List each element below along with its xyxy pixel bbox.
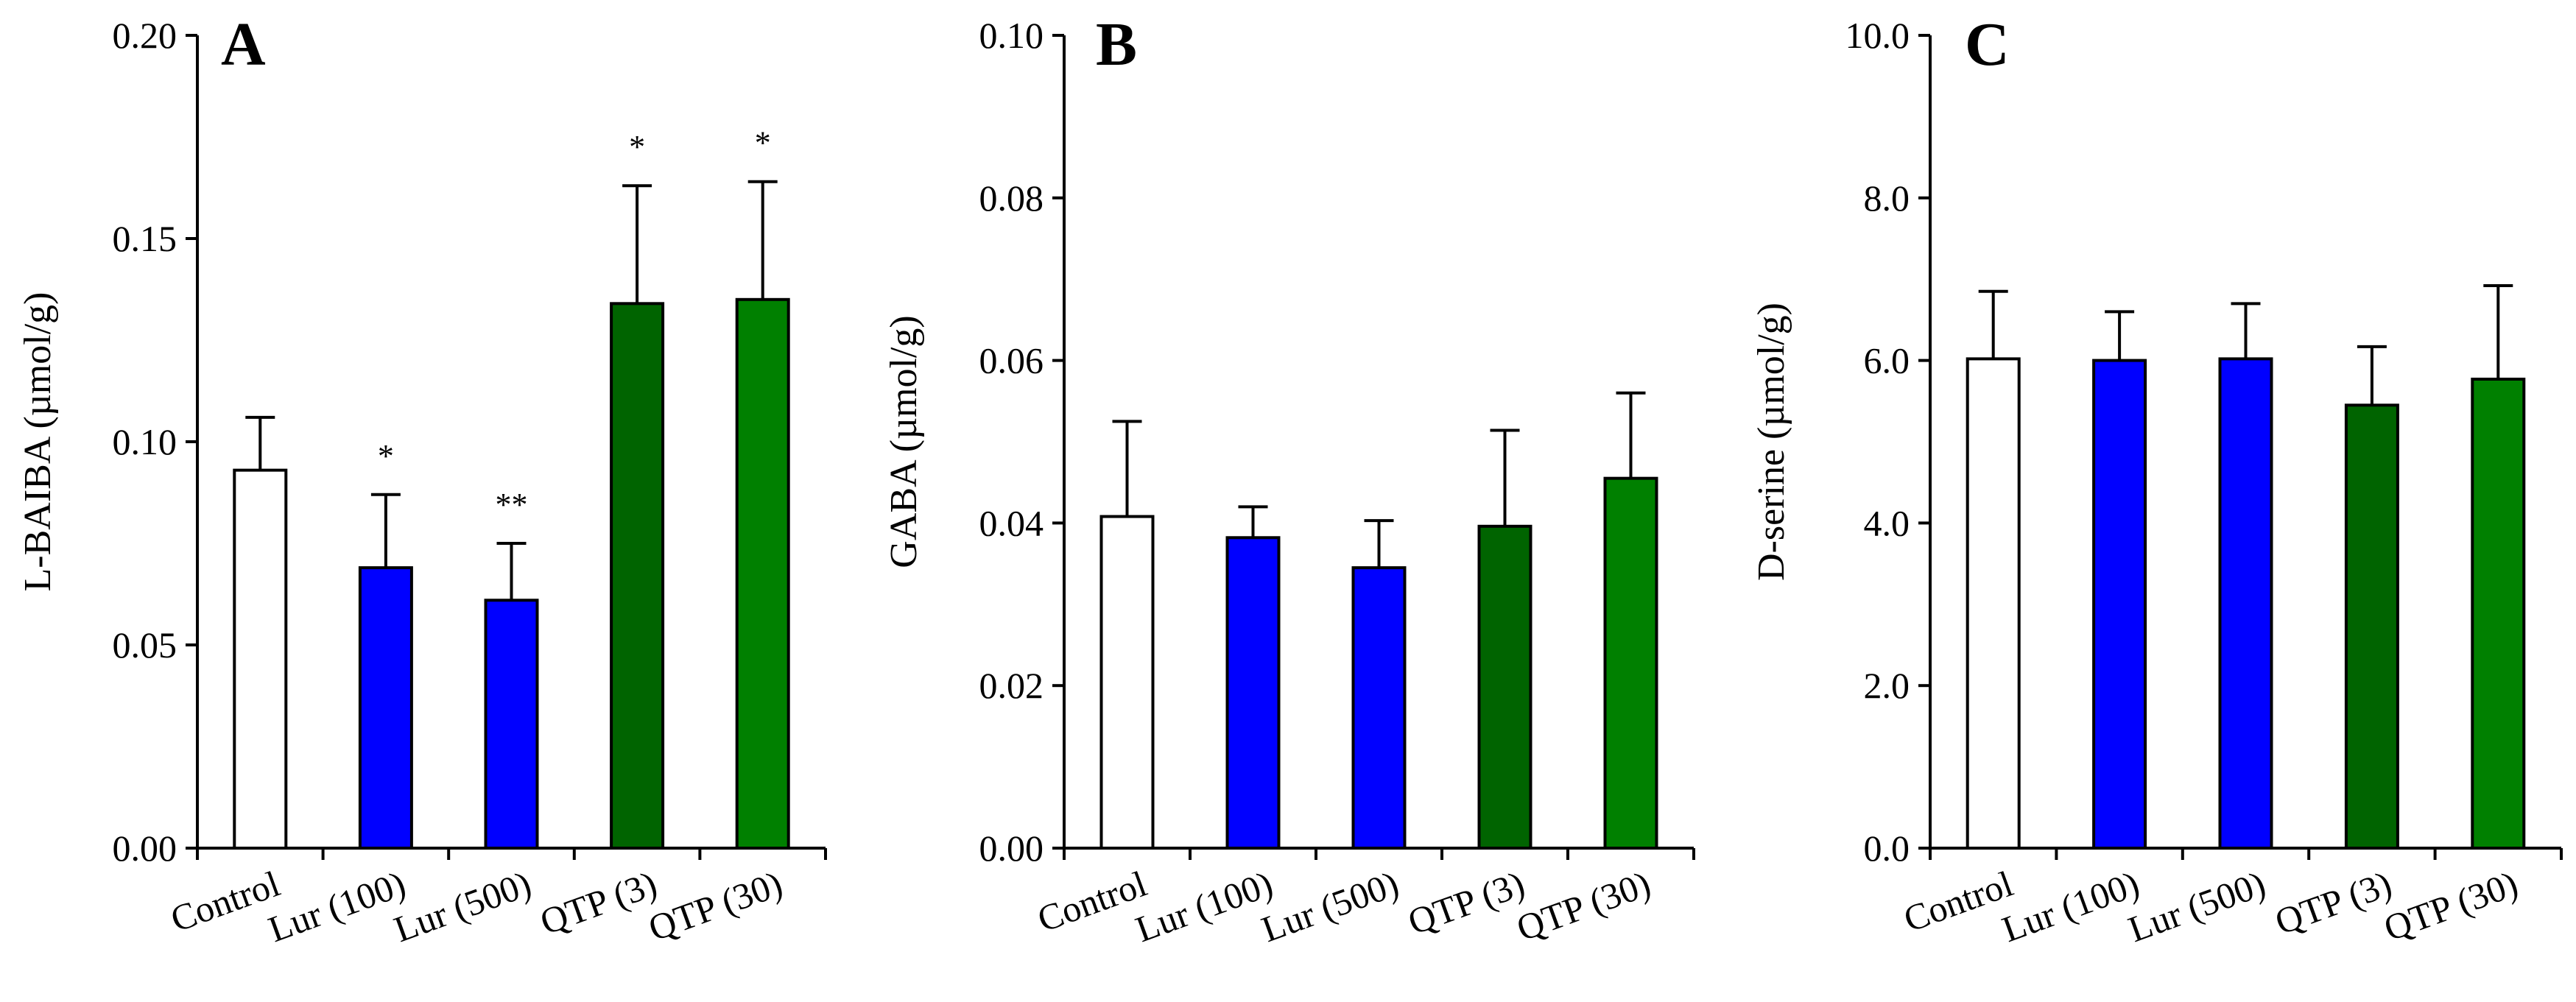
significance-marker: * — [378, 438, 394, 474]
panel-letter: A — [221, 10, 266, 79]
category-label: QTP (30) — [643, 863, 787, 949]
category-label: Lur (100) — [1130, 863, 1278, 950]
y-tick-label: 2.0 — [1864, 665, 1910, 706]
category-label: Lur (500) — [389, 863, 537, 950]
bar-qtp-30 — [1603, 476, 1658, 850]
bar-qtp-3 — [2344, 403, 2399, 850]
panel-letter: B — [1096, 10, 1137, 79]
y-tick-label: 8.0 — [1864, 177, 1910, 219]
bar-qtp-30 — [735, 297, 790, 850]
category-label: Lur (100) — [1996, 863, 2144, 950]
y-tick-label: 0.00 — [979, 828, 1044, 869]
y-tick-label: 4.0 — [1864, 502, 1910, 543]
category-label: QTP (3) — [535, 863, 662, 943]
bar-qtp-3 — [610, 302, 665, 850]
bar-control — [233, 468, 288, 850]
category-label: Lur (100) — [263, 863, 411, 950]
y-tick-label: 0.10 — [979, 15, 1044, 56]
bar-lur-500 — [2218, 357, 2273, 850]
y-tick-label: 6.0 — [1864, 340, 1910, 381]
category-label: Control — [1898, 863, 2019, 940]
category-label: Control — [165, 863, 285, 940]
bar-lur-500 — [484, 599, 539, 850]
bar-lur-100 — [2092, 359, 2147, 850]
bar-qtp-30 — [2471, 377, 2526, 850]
y-axis-title: D-serine (µmol/g) — [1750, 303, 1792, 581]
y-tick-label: 0.08 — [979, 177, 1044, 219]
category-label: Control — [1032, 863, 1152, 940]
y-tick-label: 0.04 — [979, 502, 1044, 543]
category-label: QTP (30) — [1511, 863, 1655, 949]
y-tick-label: 0.15 — [113, 218, 177, 259]
y-tick-label: 0.20 — [113, 15, 177, 56]
significance-marker: * — [755, 125, 771, 161]
bar-qtp-3 — [1477, 524, 1532, 850]
y-tick-label: 0.00 — [113, 828, 177, 869]
y-tick-label: 0.02 — [979, 665, 1044, 706]
bar-control — [1099, 515, 1155, 850]
category-label: QTP (3) — [2270, 863, 2397, 943]
category-label: Lur (500) — [2123, 863, 2271, 950]
y-axis-title: L-BAIBA (µmol/g) — [17, 292, 59, 592]
bar-control — [1966, 357, 2021, 850]
significance-marker: * — [629, 129, 645, 165]
y-tick-label: 0.05 — [113, 624, 177, 666]
y-tick-label: 0.10 — [113, 421, 177, 462]
bar-lur-100 — [358, 566, 413, 850]
panel-letter: C — [1965, 10, 2010, 79]
category-label: Lur (500) — [1256, 863, 1404, 950]
y-tick-label: 0.0 — [1864, 828, 1910, 869]
significance-marker: ** — [496, 487, 528, 523]
category-label: QTP (30) — [2379, 863, 2523, 949]
category-label: QTP (3) — [1403, 863, 1530, 943]
y-tick-label: 10.0 — [1845, 15, 1910, 56]
y-axis-title: GABA (µmol/g) — [883, 315, 925, 568]
y-tick-label: 0.06 — [979, 340, 1044, 381]
bar-lur-500 — [1351, 566, 1407, 850]
bar-lur-100 — [1225, 536, 1281, 850]
